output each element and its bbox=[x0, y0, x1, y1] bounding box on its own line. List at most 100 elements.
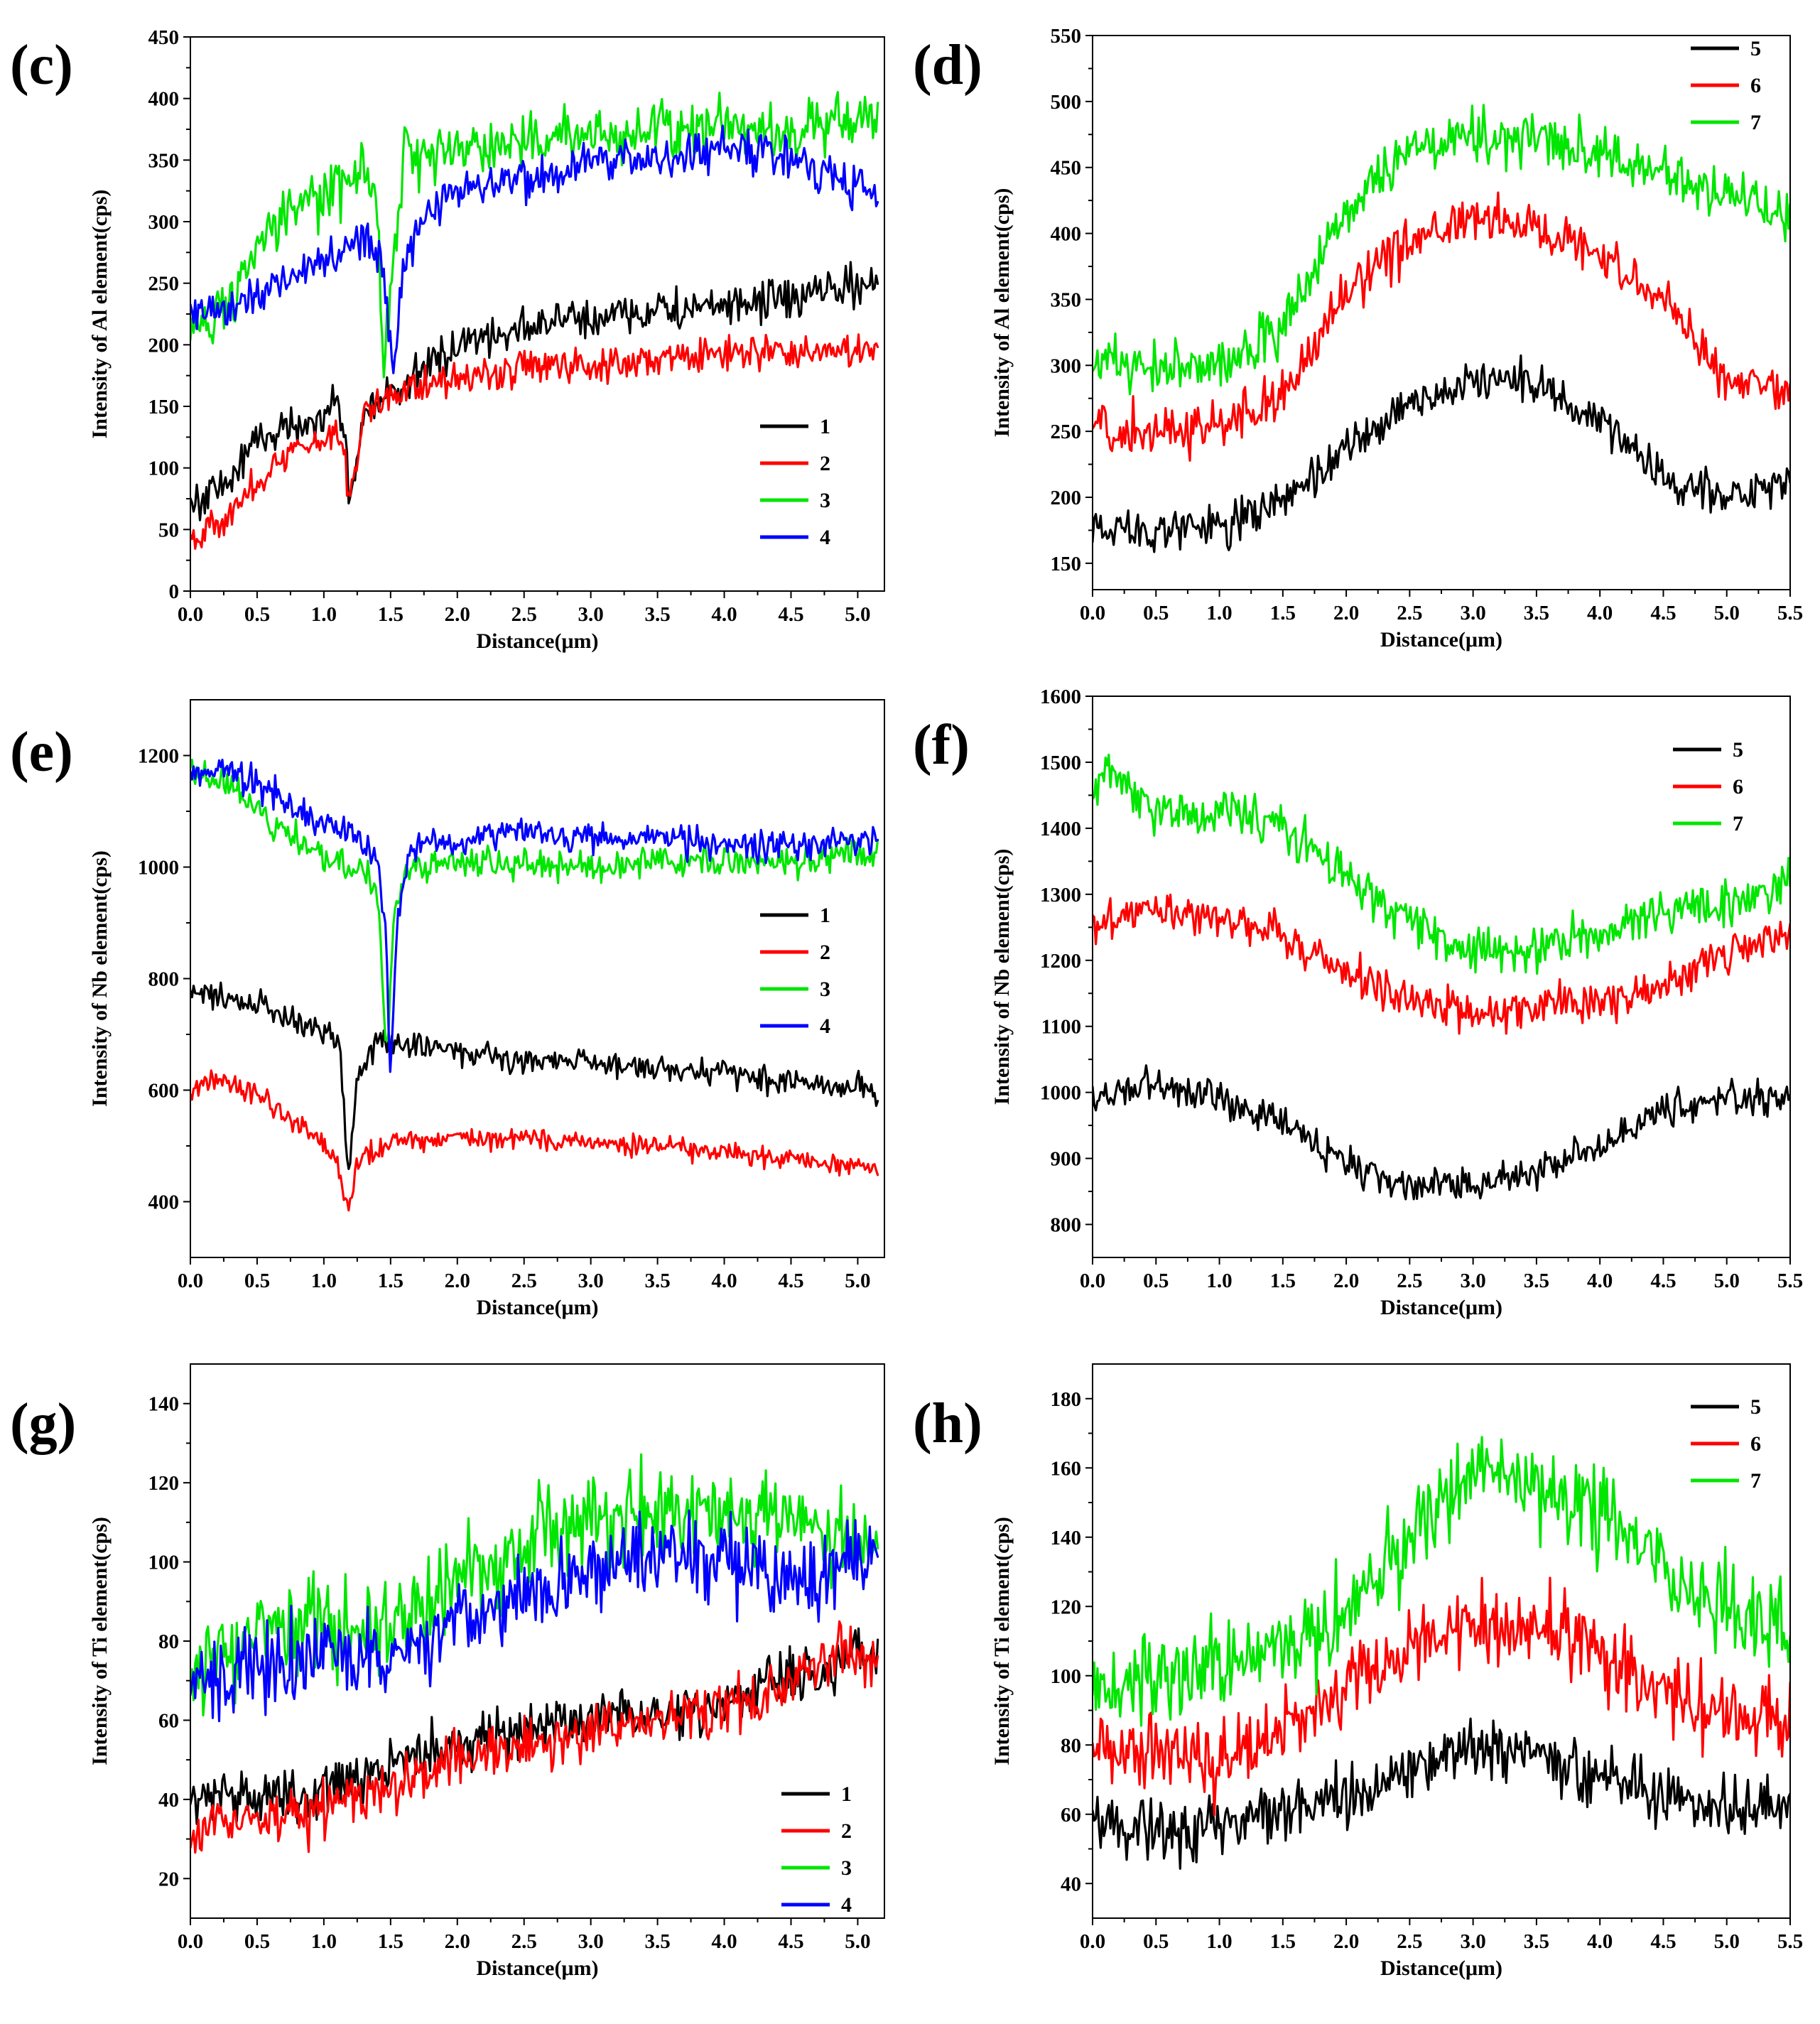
panel-label: (g) bbox=[10, 1392, 76, 1455]
legend-label-3: 3 bbox=[820, 978, 830, 1001]
y-tick-label: 100 bbox=[148, 1552, 180, 1574]
y-tick-label: 120 bbox=[148, 1472, 180, 1495]
y-tick-label: 300 bbox=[148, 211, 180, 234]
y-tick-label: 140 bbox=[148, 1393, 180, 1416]
y-tick-label: 500 bbox=[1051, 91, 1082, 114]
y-tick-label: 400 bbox=[1051, 223, 1082, 246]
y-tick-label: 1300 bbox=[1040, 884, 1081, 907]
legend: 1 2 3 4 bbox=[781, 1782, 852, 1917]
x-tick-label: 0.5 bbox=[244, 1930, 270, 1953]
y-tick-label: 1000 bbox=[1040, 1082, 1081, 1105]
panel-g: 0.0 0.5 1.0 1.5 2.0 2.5 3.0 3.5 4.0 4.5 5.0 20 40 60 8… bbox=[10, 1363, 885, 1980]
legend-label-4: 4 bbox=[841, 1893, 852, 1917]
y-tick-label: 180 bbox=[1051, 1388, 1082, 1411]
x-tick-label: 3.5 bbox=[644, 1270, 670, 1292]
y-tick-label: 1100 bbox=[1041, 1016, 1081, 1039]
y-tick-label: 250 bbox=[1051, 421, 1082, 443]
y-axis-label: Intensity of Al element(cps) bbox=[990, 188, 1014, 438]
panel-label: (h) bbox=[913, 1392, 982, 1455]
legend-label-7: 7 bbox=[1750, 1469, 1761, 1493]
x-tick-label: 2.5 bbox=[511, 603, 537, 626]
y-tick-label: 120 bbox=[1051, 1596, 1082, 1618]
x-tick-label: 2.5 bbox=[511, 1930, 537, 1953]
y-tick-label: 150 bbox=[148, 396, 180, 418]
series-1-line bbox=[190, 261, 879, 521]
series-5-line bbox=[1093, 1717, 1790, 1870]
x-tick-label: 0.5 bbox=[1143, 602, 1169, 624]
legend-label-5: 5 bbox=[1750, 1395, 1761, 1419]
x-tick-label: 5.0 bbox=[845, 1270, 870, 1292]
y-tick-label: 150 bbox=[1051, 553, 1082, 575]
x-tick-label: 4.0 bbox=[1587, 1270, 1613, 1292]
y-axis-label: Intensity of Nb element(cps) bbox=[88, 850, 112, 1107]
x-tick-label: 4.0 bbox=[1587, 602, 1613, 624]
x-tick-label: 0.0 bbox=[1080, 1930, 1105, 1953]
x-tick-label: 3.5 bbox=[1524, 1270, 1549, 1292]
x-tick-label: 2.0 bbox=[1333, 1930, 1359, 1953]
x-tick-label: 4.0 bbox=[711, 1270, 737, 1292]
legend-label-6: 6 bbox=[1750, 74, 1761, 97]
x-tick-label: 3.0 bbox=[578, 1930, 604, 1953]
series-3-line bbox=[190, 91, 879, 379]
x-tick-label: 3.0 bbox=[1461, 602, 1486, 624]
y-tick-label: 160 bbox=[1051, 1457, 1082, 1480]
x-axis-label: Distance(μm) bbox=[1380, 1296, 1502, 1319]
plot-frame bbox=[190, 699, 885, 1258]
x-tick-label: 1.5 bbox=[1270, 1270, 1296, 1292]
x-tick-label: 3.0 bbox=[578, 603, 604, 626]
x-tick-label: 1.5 bbox=[378, 603, 403, 626]
legend-label-2: 2 bbox=[820, 452, 830, 475]
y-tick-label: 140 bbox=[1051, 1527, 1082, 1549]
x-tick-label: 1.0 bbox=[1206, 602, 1232, 624]
legend-label-1: 1 bbox=[820, 415, 830, 438]
legend-label-5: 5 bbox=[1733, 738, 1743, 762]
series-6-line bbox=[1093, 1576, 1790, 1817]
legend: 5 6 7 bbox=[1691, 1395, 1761, 1493]
legend-label-6: 6 bbox=[1733, 775, 1743, 799]
legend-label-2: 2 bbox=[820, 941, 830, 964]
x-tick-label: 1.0 bbox=[311, 1930, 337, 1953]
y-tick-label: 1000 bbox=[138, 857, 179, 880]
x-tick-label: 4.5 bbox=[1650, 602, 1676, 624]
panel-label: (f) bbox=[913, 714, 970, 776]
series-1-line bbox=[190, 981, 879, 1170]
x-tick-label: 2.5 bbox=[511, 1270, 537, 1292]
x-tick-label: 3.5 bbox=[1524, 602, 1549, 624]
y-axis-label: Intensity of Ti element(cps) bbox=[990, 1517, 1014, 1765]
legend-label-5: 5 bbox=[1750, 37, 1761, 60]
x-tick-label: 5.0 bbox=[845, 1930, 870, 1953]
y-tick-label: 800 bbox=[1051, 1214, 1082, 1237]
legend-label-4: 4 bbox=[820, 526, 830, 549]
x-axis-label: Distance(μm) bbox=[477, 1957, 599, 1980]
x-tick-label: 4.0 bbox=[711, 1930, 737, 1953]
panel-d: 0.0 0.5 1.0 1.5 2.0 2.5 3.0 3.5 4.0 4.5 5.0 5.5 150 2… bbox=[913, 25, 1803, 651]
x-axis-label: Distance(μm) bbox=[477, 1296, 599, 1319]
x-tick-label: 4.5 bbox=[1650, 1270, 1676, 1292]
y-tick-label: 450 bbox=[148, 26, 180, 49]
series-3-line bbox=[190, 1453, 879, 1717]
y-tick-label: 50 bbox=[158, 519, 179, 541]
x-tick-label: 4.5 bbox=[778, 1930, 803, 1953]
x-tick-label: 0.0 bbox=[1080, 1270, 1105, 1292]
x-tick-label: 2.0 bbox=[445, 1270, 470, 1292]
x-tick-label: 4.5 bbox=[778, 1270, 803, 1292]
legend-label-2: 2 bbox=[841, 1819, 852, 1843]
x-tick-label: 0.5 bbox=[1143, 1930, 1169, 1953]
x-tick-label: 1.0 bbox=[1206, 1930, 1232, 1953]
x-tick-label: 0.0 bbox=[178, 603, 203, 626]
x-tick-label: 1.5 bbox=[378, 1930, 403, 1953]
y-tick-label: 900 bbox=[1051, 1148, 1082, 1171]
series-7-line bbox=[1093, 753, 1790, 975]
x-axis-label: Distance(μm) bbox=[1380, 1957, 1502, 1980]
panel-h: 0.0 0.5 1.0 1.5 2.0 2.5 3.0 3.5 4.0 4.5 5.0 5.5 40 60… bbox=[913, 1363, 1803, 1980]
y-tick-label: 400 bbox=[148, 88, 180, 111]
x-tick-label: 1.5 bbox=[378, 1270, 403, 1292]
legend-label-3: 3 bbox=[841, 1856, 852, 1880]
x-tick-label: 4.0 bbox=[1587, 1930, 1613, 1953]
x-tick-label: 0.0 bbox=[178, 1930, 203, 1953]
series-1-line bbox=[190, 1627, 879, 1825]
y-tick-label: 1600 bbox=[1040, 686, 1081, 708]
y-tick-label: 200 bbox=[148, 334, 180, 357]
x-tick-label: 1.0 bbox=[1206, 1270, 1232, 1292]
